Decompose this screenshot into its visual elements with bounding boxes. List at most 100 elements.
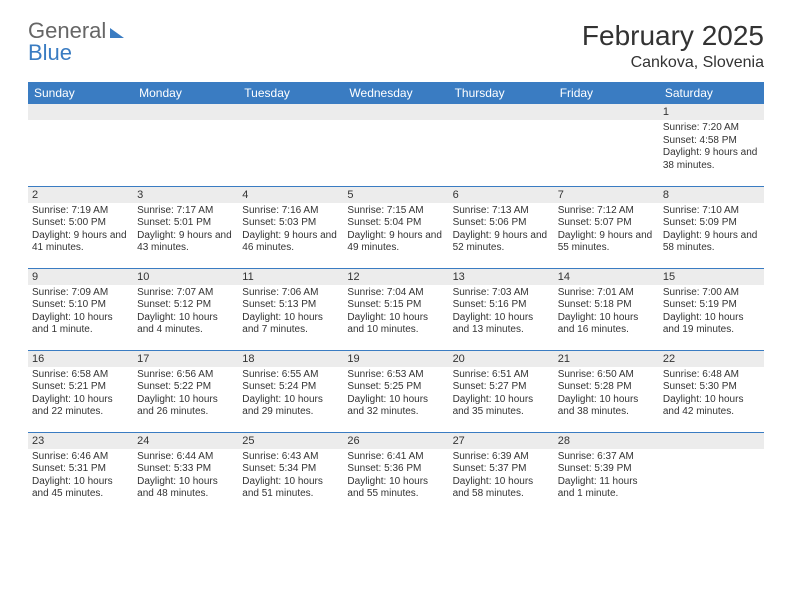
day-detail-line: Sunrise: 6:58 AM bbox=[32, 369, 129, 382]
day-detail-line: Daylight: 9 hours and 58 minutes. bbox=[663, 230, 760, 255]
day-details: Sunrise: 6:55 AMSunset: 5:24 PMDaylight:… bbox=[238, 367, 343, 423]
day-detail-line: Sunrise: 7:16 AM bbox=[242, 205, 339, 218]
day-detail-line: Sunrise: 7:10 AM bbox=[663, 205, 760, 218]
day-details: Sunrise: 7:16 AMSunset: 5:03 PMDaylight:… bbox=[238, 203, 343, 259]
day-cell: . bbox=[343, 104, 448, 186]
day-detail-line: Sunset: 5:18 PM bbox=[558, 299, 655, 312]
day-details: Sunrise: 6:48 AMSunset: 5:30 PMDaylight:… bbox=[659, 367, 764, 423]
day-detail-line: Sunrise: 7:03 AM bbox=[453, 287, 550, 300]
day-cell: 2Sunrise: 7:19 AMSunset: 5:00 PMDaylight… bbox=[28, 186, 133, 268]
day-detail-line: Sunset: 5:28 PM bbox=[558, 381, 655, 394]
day-cell: 17Sunrise: 6:56 AMSunset: 5:22 PMDayligh… bbox=[133, 350, 238, 432]
day-cell: 23Sunrise: 6:46 AMSunset: 5:31 PMDayligh… bbox=[28, 432, 133, 514]
day-detail-line: Sunrise: 6:53 AM bbox=[347, 369, 444, 382]
day-detail-line: Daylight: 10 hours and 19 minutes. bbox=[663, 312, 760, 337]
day-cell: . bbox=[659, 432, 764, 514]
day-number: 15 bbox=[659, 269, 764, 285]
day-detail-line: Sunset: 5:31 PM bbox=[32, 463, 129, 476]
day-details: Sunrise: 7:20 AMSunset: 4:58 PMDaylight:… bbox=[659, 120, 764, 176]
day-detail-line: Sunset: 5:10 PM bbox=[32, 299, 129, 312]
day-number: . bbox=[343, 104, 448, 120]
day-detail-line: Sunset: 5:34 PM bbox=[242, 463, 339, 476]
day-header: Tuesday bbox=[238, 82, 343, 104]
day-details: Sunrise: 7:17 AMSunset: 5:01 PMDaylight:… bbox=[133, 203, 238, 259]
day-detail-line: Daylight: 10 hours and 26 minutes. bbox=[137, 394, 234, 419]
day-detail-line: Sunrise: 7:01 AM bbox=[558, 287, 655, 300]
day-detail-line: Sunrise: 7:06 AM bbox=[242, 287, 339, 300]
title-block: February 2025 Cankova, Slovenia bbox=[582, 20, 764, 72]
day-details: Sunrise: 6:46 AMSunset: 5:31 PMDaylight:… bbox=[28, 449, 133, 505]
day-detail-line: Daylight: 11 hours and 1 minute. bbox=[558, 476, 655, 501]
day-detail-line: Sunset: 5:07 PM bbox=[558, 217, 655, 230]
day-detail-line: Sunset: 5:39 PM bbox=[558, 463, 655, 476]
day-number: 21 bbox=[554, 351, 659, 367]
day-detail-line: Daylight: 9 hours and 38 minutes. bbox=[663, 147, 760, 172]
day-details: Sunrise: 6:51 AMSunset: 5:27 PMDaylight:… bbox=[449, 367, 554, 423]
day-details: Sunrise: 7:13 AMSunset: 5:06 PMDaylight:… bbox=[449, 203, 554, 259]
day-number: 18 bbox=[238, 351, 343, 367]
day-detail-line: Daylight: 9 hours and 41 minutes. bbox=[32, 230, 129, 255]
day-cell: 19Sunrise: 6:53 AMSunset: 5:25 PMDayligh… bbox=[343, 350, 448, 432]
day-detail-line: Sunrise: 6:51 AM bbox=[453, 369, 550, 382]
day-details bbox=[133, 120, 238, 126]
logo-part2: Blue bbox=[28, 40, 72, 65]
day-details: Sunrise: 7:09 AMSunset: 5:10 PMDaylight:… bbox=[28, 285, 133, 341]
day-detail-line: Sunset: 5:09 PM bbox=[663, 217, 760, 230]
day-detail-line: Sunrise: 7:17 AM bbox=[137, 205, 234, 218]
day-cell: 4Sunrise: 7:16 AMSunset: 5:03 PMDaylight… bbox=[238, 186, 343, 268]
day-details: Sunrise: 7:03 AMSunset: 5:16 PMDaylight:… bbox=[449, 285, 554, 341]
day-number: 5 bbox=[343, 187, 448, 203]
day-detail-line: Sunset: 5:06 PM bbox=[453, 217, 550, 230]
day-header: Sunday bbox=[28, 82, 133, 104]
day-details bbox=[659, 449, 764, 455]
day-cell: 26Sunrise: 6:41 AMSunset: 5:36 PMDayligh… bbox=[343, 432, 448, 514]
month-title: February 2025 bbox=[582, 20, 764, 52]
day-number: 8 bbox=[659, 187, 764, 203]
day-cell: 20Sunrise: 6:51 AMSunset: 5:27 PMDayligh… bbox=[449, 350, 554, 432]
day-detail-line: Sunset: 5:12 PM bbox=[137, 299, 234, 312]
day-cell: . bbox=[554, 104, 659, 186]
week-row: ......1Sunrise: 7:20 AMSunset: 4:58 PMDa… bbox=[28, 104, 764, 186]
day-detail-line: Sunrise: 6:46 AM bbox=[32, 451, 129, 464]
day-detail-line: Daylight: 10 hours and 4 minutes. bbox=[137, 312, 234, 337]
day-detail-line: Sunset: 5:22 PM bbox=[137, 381, 234, 394]
day-details: Sunrise: 7:07 AMSunset: 5:12 PMDaylight:… bbox=[133, 285, 238, 341]
day-detail-line: Daylight: 10 hours and 32 minutes. bbox=[347, 394, 444, 419]
day-detail-line: Sunset: 5:33 PM bbox=[137, 463, 234, 476]
day-details: Sunrise: 7:12 AMSunset: 5:07 PMDaylight:… bbox=[554, 203, 659, 259]
day-number: 22 bbox=[659, 351, 764, 367]
day-detail-line: Daylight: 9 hours and 55 minutes. bbox=[558, 230, 655, 255]
day-cell: 6Sunrise: 7:13 AMSunset: 5:06 PMDaylight… bbox=[449, 186, 554, 268]
day-header: Monday bbox=[133, 82, 238, 104]
day-detail-line: Daylight: 10 hours and 22 minutes. bbox=[32, 394, 129, 419]
day-cell: 1Sunrise: 7:20 AMSunset: 4:58 PMDaylight… bbox=[659, 104, 764, 186]
day-number: 23 bbox=[28, 433, 133, 449]
day-number: 27 bbox=[449, 433, 554, 449]
day-detail-line: Sunset: 5:30 PM bbox=[663, 381, 760, 394]
day-details bbox=[554, 120, 659, 126]
day-cell: . bbox=[449, 104, 554, 186]
day-header: Friday bbox=[554, 82, 659, 104]
day-details: Sunrise: 6:44 AMSunset: 5:33 PMDaylight:… bbox=[133, 449, 238, 505]
day-detail-line: Daylight: 10 hours and 58 minutes. bbox=[453, 476, 550, 501]
day-number: 24 bbox=[133, 433, 238, 449]
day-number: 19 bbox=[343, 351, 448, 367]
day-detail-line: Daylight: 10 hours and 16 minutes. bbox=[558, 312, 655, 337]
day-number: . bbox=[659, 433, 764, 449]
day-detail-line: Daylight: 10 hours and 7 minutes. bbox=[242, 312, 339, 337]
day-detail-line: Daylight: 9 hours and 52 minutes. bbox=[453, 230, 550, 255]
day-cell: . bbox=[238, 104, 343, 186]
day-details bbox=[238, 120, 343, 126]
day-detail-line: Sunset: 5:13 PM bbox=[242, 299, 339, 312]
day-detail-line: Daylight: 10 hours and 29 minutes. bbox=[242, 394, 339, 419]
day-detail-line: Sunrise: 7:07 AM bbox=[137, 287, 234, 300]
page-header: General Blue February 2025 Cankova, Slov… bbox=[28, 20, 764, 72]
day-detail-line: Sunrise: 7:12 AM bbox=[558, 205, 655, 218]
day-number: 12 bbox=[343, 269, 448, 285]
day-cell: 11Sunrise: 7:06 AMSunset: 5:13 PMDayligh… bbox=[238, 268, 343, 350]
day-detail-line: Daylight: 10 hours and 38 minutes. bbox=[558, 394, 655, 419]
day-detail-line: Sunrise: 7:04 AM bbox=[347, 287, 444, 300]
day-details: Sunrise: 7:19 AMSunset: 5:00 PMDaylight:… bbox=[28, 203, 133, 259]
day-details: Sunrise: 7:15 AMSunset: 5:04 PMDaylight:… bbox=[343, 203, 448, 259]
day-detail-line: Daylight: 10 hours and 51 minutes. bbox=[242, 476, 339, 501]
